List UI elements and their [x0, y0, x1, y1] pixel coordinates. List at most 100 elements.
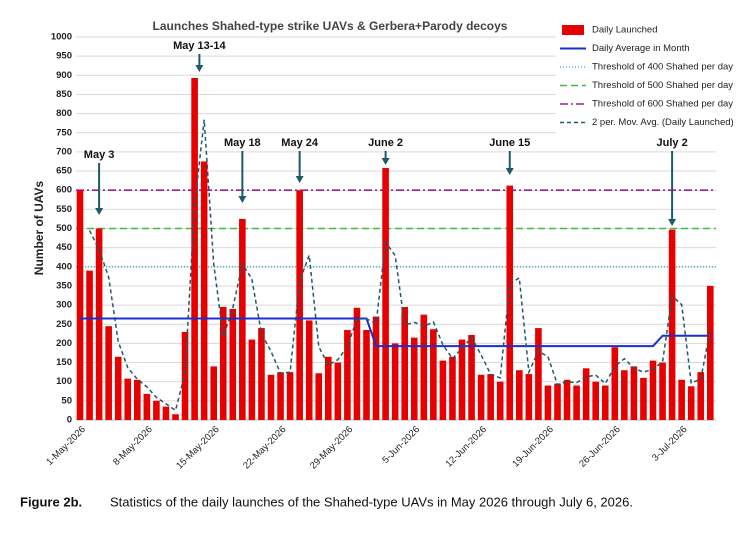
annotation-label: June 2 — [368, 137, 403, 149]
bar — [76, 190, 84, 420]
annotation-label: May 24 — [281, 137, 319, 149]
bar — [200, 161, 208, 420]
chart-title: Launches Shahed-type strike UAVs & Gerbe… — [153, 19, 508, 33]
y-tick-label: 100 — [56, 376, 72, 387]
y-tick-label: 250 — [56, 319, 72, 330]
y-tick-label: 350 — [56, 280, 72, 291]
bar — [382, 167, 389, 420]
bar — [668, 229, 676, 420]
bar — [649, 360, 657, 420]
bar — [114, 356, 122, 420]
bar — [344, 329, 351, 420]
bar — [229, 308, 237, 420]
bar — [191, 77, 198, 420]
bar — [153, 400, 160, 420]
y-tick-label: 200 — [56, 338, 72, 349]
legend-label: 2 per. Mov. Avg. (Daily Launched) — [592, 117, 734, 128]
y-tick-label: 50 — [61, 395, 72, 406]
y-tick-label: 850 — [56, 89, 72, 100]
annotation-arrowhead — [195, 65, 204, 72]
bar — [535, 328, 542, 420]
bar — [573, 385, 580, 420]
y-tick-label: 0 — [67, 415, 72, 426]
bar — [134, 379, 141, 420]
bar — [563, 379, 571, 420]
bar — [334, 362, 342, 420]
annotation-label: May 18 — [224, 137, 261, 149]
y-tick-label: 600 — [56, 185, 72, 196]
y-tick-label: 150 — [56, 357, 72, 368]
bar — [391, 343, 399, 420]
bar — [219, 307, 227, 420]
annotation-label: May 13-14 — [173, 40, 226, 52]
legend-box — [556, 21, 722, 134]
figure-label: Figure 2b. — [20, 494, 82, 509]
bar — [105, 326, 112, 420]
bar — [544, 385, 552, 420]
bar — [296, 190, 303, 420]
bar — [458, 339, 466, 420]
y-tick-label: 900 — [56, 70, 72, 81]
y-tick-label: 750 — [56, 127, 72, 138]
bar — [86, 270, 93, 420]
bar — [401, 307, 408, 420]
bar — [363, 329, 370, 420]
legend-label: Threshold of 400 Shahed per day — [592, 62, 733, 73]
y-tick-label: 950 — [56, 51, 72, 62]
y-tick-label: 500 — [56, 223, 72, 234]
bar — [95, 228, 103, 420]
bar — [582, 368, 590, 420]
y-tick-label: 700 — [56, 146, 72, 157]
y-tick-label: 300 — [56, 300, 72, 311]
legend-label: Daily Average in Month — [592, 43, 690, 54]
annotation-arrowhead — [505, 168, 514, 175]
caption: Statistics of the daily launches of the … — [110, 494, 633, 509]
bar — [430, 329, 437, 420]
bar — [659, 362, 666, 420]
bar — [143, 393, 151, 420]
bar — [172, 414, 179, 420]
bar — [305, 320, 313, 420]
bar — [506, 185, 514, 420]
annotation-arrowhead — [668, 219, 677, 226]
bar — [267, 374, 275, 420]
bar — [325, 356, 332, 420]
bar — [601, 385, 609, 420]
bar — [697, 372, 705, 420]
bar — [496, 381, 504, 420]
y-tick-label: 650 — [56, 166, 72, 177]
bar — [640, 377, 647, 420]
annotation-label: July 2 — [657, 137, 688, 149]
y-tick-label: 1000 — [51, 32, 72, 43]
bar — [611, 347, 619, 420]
line-series — [88, 119, 712, 412]
bar — [258, 328, 265, 420]
y-tick-label: 450 — [56, 242, 72, 253]
bar — [210, 366, 217, 420]
bar — [248, 339, 256, 420]
annotation-label: May 3 — [84, 149, 115, 161]
bar — [592, 381, 599, 420]
bar — [477, 374, 485, 420]
bar — [410, 337, 418, 420]
annotation-label: June 15 — [489, 137, 530, 149]
bar — [372, 316, 380, 420]
annotation-arrowhead — [238, 196, 247, 203]
line-series — [80, 317, 711, 348]
annotation-arrowhead — [381, 158, 390, 165]
y-tick-label: 400 — [56, 261, 72, 272]
bar — [181, 331, 189, 420]
bar — [487, 374, 494, 420]
bar — [420, 314, 428, 420]
bar — [449, 356, 456, 420]
bar — [630, 366, 638, 420]
bar — [678, 379, 685, 420]
bar — [353, 307, 361, 420]
legend-swatch — [562, 25, 584, 35]
bar — [286, 372, 294, 420]
legend-label: Threshold of 600 Shahed per day — [592, 99, 733, 110]
legend-label: Daily Launched — [592, 25, 658, 36]
legend-label: Threshold of 500 Shahed per day — [592, 80, 733, 91]
bar — [525, 374, 533, 420]
